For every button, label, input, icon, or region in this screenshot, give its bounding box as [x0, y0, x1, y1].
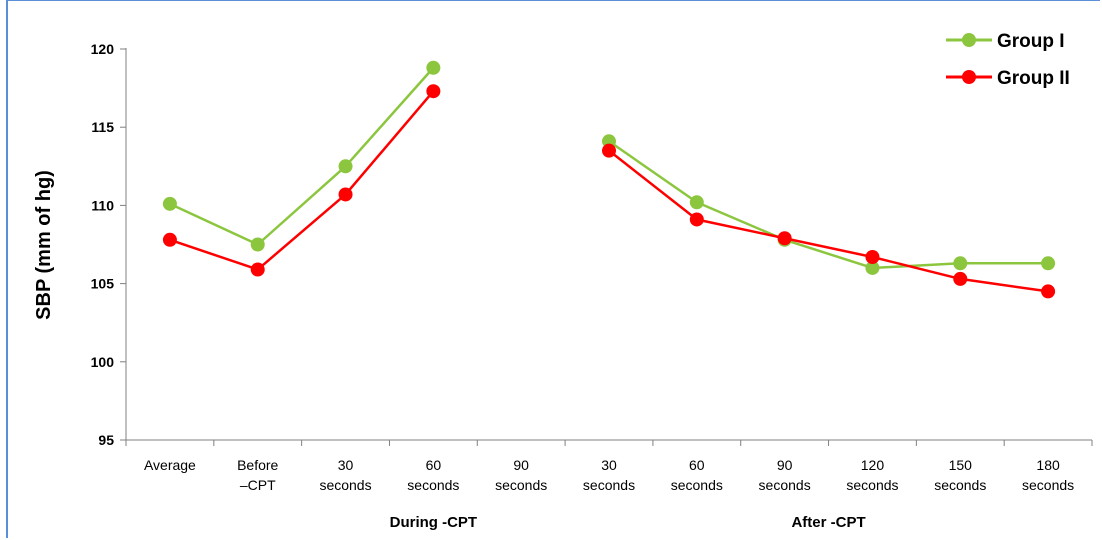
y-tick-label: 100 — [91, 354, 115, 370]
x-tick-label: seconds — [846, 477, 898, 493]
series-2 — [162, 84, 1056, 299]
legend-item: Group I — [946, 31, 1065, 52]
y-tick-label: 95 — [98, 432, 114, 448]
group-label: During -CPT — [390, 514, 478, 531]
x-tick-label: seconds — [1022, 477, 1074, 493]
x-tick-label: seconds — [319, 477, 371, 493]
x-tick-label: 60 — [689, 457, 705, 473]
data-point — [426, 84, 441, 99]
x-tick-label: 90 — [777, 457, 793, 473]
group-label: After -CPT — [791, 514, 865, 531]
y-tick-label: 110 — [91, 197, 114, 213]
x-tick-label: –CPT — [240, 477, 276, 493]
y-tick-label: 105 — [91, 276, 115, 292]
legend-swatch-marker — [962, 70, 976, 84]
data-point — [162, 232, 177, 247]
legend-item: Group II — [946, 68, 1070, 89]
data-point — [250, 262, 265, 277]
x-tick-label: seconds — [583, 477, 635, 493]
data-point — [338, 187, 353, 202]
axes — [125, 48, 1092, 441]
chart-frame — [6, 0, 1100, 538]
y-tick-label: 115 — [91, 119, 114, 135]
legend-label: Group II — [997, 68, 1070, 89]
x-tick-label: 120 — [861, 457, 885, 473]
x-tick-label: 60 — [426, 457, 442, 473]
data-point — [865, 250, 880, 265]
y-tick-label: 120 — [91, 41, 115, 57]
data-point — [1041, 256, 1056, 271]
x-tick-label: Before — [237, 457, 278, 473]
legend-swatch-marker — [962, 33, 976, 47]
series-line — [608, 140, 1049, 270]
data-point — [602, 143, 616, 158]
x-tick-label: seconds — [671, 477, 723, 493]
series-line — [169, 66, 435, 246]
data-point — [338, 159, 353, 174]
x-tick-label: seconds — [759, 477, 811, 493]
data-point — [953, 256, 968, 271]
x-tick-label: Average — [144, 457, 196, 473]
x-tick-label: 180 — [1036, 457, 1060, 473]
x-tick-label: 150 — [949, 457, 973, 473]
x-tick-label: seconds — [934, 477, 986, 493]
data-point — [1041, 284, 1056, 299]
x-tick-label: 30 — [601, 457, 617, 473]
y-axis-label: SBP (mm of hg) — [33, 170, 55, 320]
category-groups: During -CPT After -CPT — [390, 514, 866, 531]
data-point — [777, 231, 792, 246]
x-tick-label: 90 — [513, 457, 529, 473]
data-point — [162, 196, 177, 211]
x-axis-ticks: Average Before –CPT 30 seconds 60 seconds 90 sec… — [125, 440, 1093, 493]
data-point — [953, 271, 968, 286]
data-point — [250, 237, 265, 252]
data-point — [865, 260, 880, 275]
x-tick-label: seconds — [407, 477, 459, 493]
data-point — [426, 60, 441, 75]
data-point — [689, 212, 704, 227]
series-layer — [162, 60, 1056, 299]
series-line — [608, 149, 1049, 293]
series-1 — [162, 60, 1056, 275]
x-tick-label: 30 — [338, 457, 354, 473]
data-point — [689, 195, 704, 210]
x-tick-label: seconds — [495, 477, 547, 493]
y-axis-ticks: 95 100 105 110 115 120 — [91, 41, 126, 448]
legend: Group I Group II — [946, 31, 1070, 89]
series-line — [169, 90, 435, 271]
legend-label: Group I — [997, 31, 1065, 52]
